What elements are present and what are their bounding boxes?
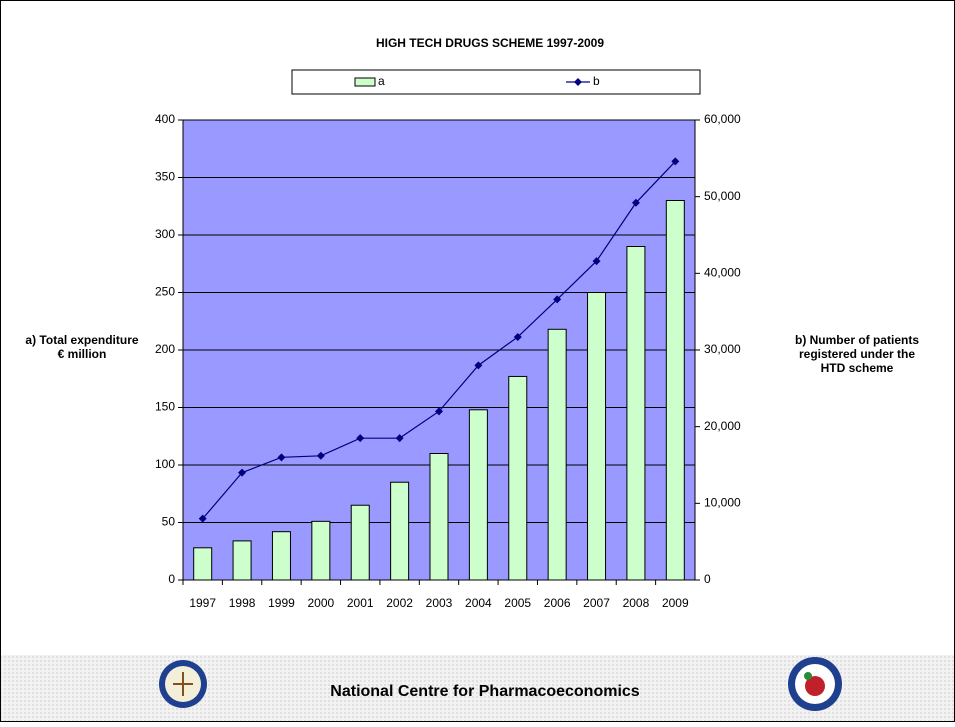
y2-axis-label: b) Number of patients xyxy=(795,333,919,347)
marker xyxy=(513,332,522,341)
marker xyxy=(277,453,286,462)
y-tick-label: 250 xyxy=(155,285,175,299)
marker xyxy=(631,198,640,207)
bar xyxy=(468,409,488,581)
y2-tick-label: 30,000 xyxy=(704,342,741,356)
marker xyxy=(553,295,562,304)
bar xyxy=(665,200,685,581)
left-logo xyxy=(159,660,207,708)
x-tick-label: 1997 xyxy=(189,596,216,610)
x-tick-label: 2005 xyxy=(504,596,531,610)
y-tick-label: 300 xyxy=(155,227,175,241)
marker xyxy=(198,514,207,523)
legend-box xyxy=(291,69,701,95)
y2-tick-label: 50,000 xyxy=(704,189,741,203)
x-tick-label: 2008 xyxy=(623,596,650,610)
bar xyxy=(587,292,607,581)
y2-tick-label: 40,000 xyxy=(704,266,741,280)
y2-axis-label: registered under the xyxy=(799,347,915,361)
x-tick-label: 2000 xyxy=(307,596,334,610)
x-tick-label: 2002 xyxy=(386,596,413,610)
y2-tick-label: 20,000 xyxy=(704,419,741,433)
bar xyxy=(508,375,528,581)
marker xyxy=(356,434,365,443)
x-tick-label: 2009 xyxy=(662,596,689,610)
y-axis-label: € million xyxy=(58,347,107,361)
legend-swatch xyxy=(354,77,376,87)
x-tick-label: 1999 xyxy=(268,596,295,610)
legend-marker xyxy=(574,78,582,86)
y2-tick-label: 60,000 xyxy=(704,112,741,126)
y-tick-label: 400 xyxy=(155,112,175,126)
bar xyxy=(193,547,213,581)
bar xyxy=(271,531,291,581)
y2-tick-label: 10,000 xyxy=(704,496,741,510)
x-tick-label: 2001 xyxy=(347,596,374,610)
marker xyxy=(395,434,404,443)
y-tick-label: 50 xyxy=(162,515,176,529)
bar xyxy=(232,540,252,581)
bar xyxy=(626,246,646,581)
legend-label: a xyxy=(378,74,385,88)
bar xyxy=(350,504,370,581)
y-tick-label: 0 xyxy=(168,572,175,586)
x-tick-label: 2003 xyxy=(426,596,453,610)
bar xyxy=(547,328,567,581)
marker xyxy=(474,361,483,370)
legend-label: b xyxy=(593,74,600,88)
y2-tick-label: 0 xyxy=(704,572,711,586)
x-tick-label: 1998 xyxy=(229,596,256,610)
marker xyxy=(316,451,325,460)
x-tick-label: 2007 xyxy=(583,596,610,610)
y-axis-label: a) Total expenditure xyxy=(25,333,138,347)
marker xyxy=(238,468,247,477)
bar xyxy=(390,481,410,581)
x-tick-label: 2004 xyxy=(465,596,492,610)
y-tick-label: 150 xyxy=(155,400,175,414)
marker xyxy=(435,407,443,416)
footer-text: National Centre for Pharmacoeconomics xyxy=(330,683,640,700)
y-tick-label: 200 xyxy=(155,342,175,356)
bar xyxy=(429,453,449,581)
x-tick-label: 2006 xyxy=(544,596,571,610)
marker xyxy=(671,157,680,166)
bar xyxy=(311,520,331,581)
y-tick-label: 350 xyxy=(155,170,175,184)
y-tick-label: 100 xyxy=(155,457,175,471)
right-logo xyxy=(788,657,842,711)
marker xyxy=(592,257,601,266)
chart-title: HIGH TECH DRUGS SCHEME 1997-2009 xyxy=(376,36,604,50)
y2-axis-label: HTD scheme xyxy=(821,361,894,375)
